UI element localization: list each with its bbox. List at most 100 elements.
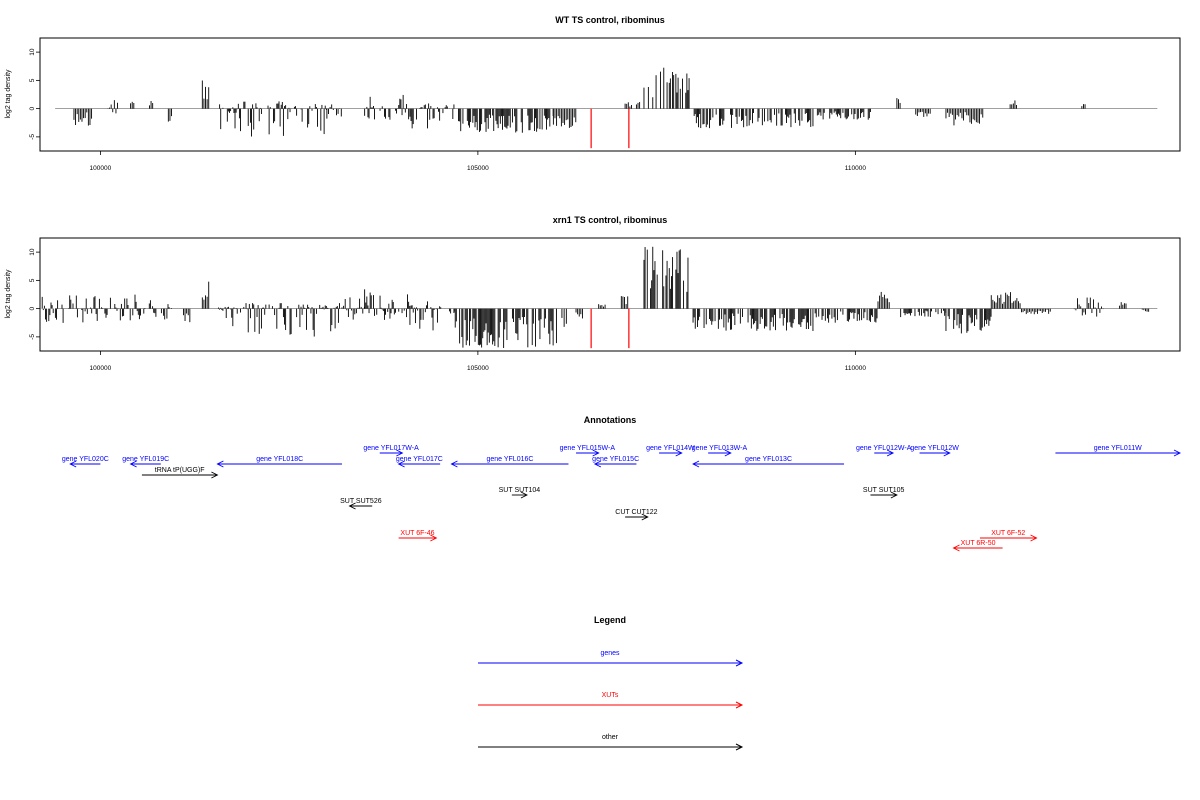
annotation-features: gene YFL020C gene YFL019C tRNA tP(UGG)F gen…	[62, 445, 1182, 552]
annotations-panel: Annotations gene YFL020C gene YFL019C tRNA…	[62, 415, 1182, 552]
feature-label: gene YFL014W	[646, 445, 695, 452]
feature-label: gene YFL019C	[122, 456, 169, 463]
feature-label: SUT SUT105	[863, 487, 905, 494]
feature-label: gene YFL012W	[910, 445, 959, 452]
annotation-feature: gene YFL017C	[396, 456, 443, 468]
wt-panel-title: WT TS control, ribominus	[555, 15, 665, 25]
legend-title: Legend	[594, 615, 626, 625]
feature-arrowhead	[692, 460, 700, 468]
y-tick-label: 0	[29, 106, 36, 110]
x-tick-label: 100000	[90, 165, 112, 172]
feature-label: gene YFL015W-A	[560, 445, 616, 452]
feature-label: SUT SUT526	[340, 498, 382, 505]
feature-arrowhead	[943, 449, 951, 457]
legend-entry: XUTs	[478, 692, 744, 709]
feature-arrowhead	[348, 502, 356, 510]
annotation-feature: SUT SUT104	[499, 487, 541, 499]
y-tick-label: 5	[29, 78, 36, 82]
xrn1-panel-title: xrn1 TS control, ribominus	[553, 215, 668, 225]
annotation-feature: gene YFL012W	[910, 445, 959, 457]
y-tick-label: 0	[29, 306, 36, 310]
y-tick-label: 10	[29, 248, 36, 256]
feature-label: CUT CUT122	[615, 509, 657, 516]
wt-panel: WT TS control, ribominus log2 tag densit…	[5, 15, 1181, 172]
annotation-feature: tRNA tP(UGG)F	[141, 467, 219, 479]
annotation-feature: SUT SUT105	[863, 487, 905, 499]
legend-label: other	[602, 734, 619, 741]
feature-label: gene YFL013W-A	[692, 445, 748, 452]
legend-label: genes	[600, 650, 620, 657]
y-tick-label: 10	[29, 48, 36, 56]
xrn1-panel: xrn1 TS control, ribominus log2 tag dens…	[5, 215, 1181, 372]
feature-arrowhead	[675, 449, 683, 457]
annotation-feature: gene YFL011W	[1055, 445, 1182, 457]
x-tick-label: 105000	[467, 165, 489, 172]
xrn1-plot-area: -5 0 5 10 100000 105000 110000	[29, 246, 1158, 372]
feature-label: gene YFL012W-A	[856, 445, 912, 452]
feature-label: gene YFL020C	[62, 456, 109, 463]
feature-arrowhead	[1173, 449, 1182, 457]
feature-label: gene YFL017C	[396, 456, 443, 463]
annotations-title: Annotations	[584, 415, 637, 425]
feature-label: gene YFL016C	[486, 456, 533, 463]
wt-plot-area: -5 0 5 10 100000 105000 110000	[29, 48, 1158, 172]
feature-arrowhead	[890, 491, 898, 499]
feature-arrowhead	[216, 460, 224, 468]
y-tick-label: 5	[29, 278, 36, 282]
annotation-feature: SUT SUT526	[340, 498, 382, 510]
legend-arrowhead	[735, 659, 744, 667]
feature-arrowhead	[592, 449, 600, 457]
annotation-feature: gene YFL019C	[122, 456, 169, 468]
annotation-feature: gene YFL020C	[62, 456, 109, 468]
feature-arrowhead	[952, 544, 960, 552]
annotation-feature: gene YFL014W	[646, 445, 695, 457]
feature-label: gene YFL017W-A	[363, 445, 419, 452]
feature-label: gene YFL018C	[256, 456, 303, 463]
wt-panel-frame	[39, 37, 1181, 152]
feature-arrowhead	[593, 460, 602, 468]
annotation-feature: gene YFL013W-A	[692, 445, 748, 457]
feature-label: XUT 6F-52	[991, 530, 1025, 537]
feature-arrowhead	[724, 449, 732, 457]
y-tick-label: -5	[29, 134, 36, 140]
legend-panel: Legend genes XUTs other	[478, 615, 744, 751]
x-tick-label: 110000	[845, 165, 867, 172]
annotation-feature: gene YFL017W-A	[363, 445, 419, 457]
legend-entries: genes XUTs other	[478, 650, 744, 751]
feature-label: tRNA tP(UGG)F	[155, 467, 205, 474]
feature-label: gene YFL015C	[592, 456, 639, 463]
annotation-feature: gene YFL013C	[692, 456, 845, 468]
feature-label: gene YFL013C	[745, 456, 792, 463]
xrn1-y-axis-label: log2 tag density	[5, 269, 12, 319]
annotation-feature: gene YFL018C	[216, 456, 342, 468]
x-tick-label: 105000	[467, 365, 489, 372]
feature-arrowhead	[641, 513, 649, 521]
x-tick-label: 100000	[90, 365, 112, 372]
feature-label: SUT SUT104	[499, 487, 541, 494]
legend-arrowhead	[735, 701, 744, 709]
feature-arrowhead	[1030, 534, 1038, 542]
wt-y-axis-label: log2 tag density	[5, 69, 12, 119]
annotation-feature: gene YFL016C	[450, 456, 569, 468]
feature-arrowhead	[886, 449, 895, 457]
xrn1-panel-frame	[39, 237, 1181, 352]
legend-arrowhead	[735, 743, 744, 751]
feature-label: XUT 6F-46	[400, 530, 434, 537]
annotation-feature: XUT 6F-52	[979, 530, 1038, 542]
legend-entry: other	[478, 734, 744, 751]
annotation-feature: gene YFL015C	[592, 456, 639, 468]
feature-arrowhead	[211, 471, 219, 479]
feature-arrowhead	[69, 460, 77, 468]
annotation-feature: XUT 6R-50	[952, 540, 1003, 552]
feature-arrowhead	[129, 460, 137, 468]
feature-arrowhead	[430, 534, 438, 542]
annotation-feature: gene YFL015W-A	[560, 445, 616, 457]
legend-entry: genes	[478, 650, 744, 667]
feature-label: XUT 6R-50	[961, 540, 996, 547]
annotation-feature: gene YFL012W-A	[856, 445, 912, 457]
feature-arrowhead	[520, 491, 528, 499]
annotation-feature: CUT CUT122	[615, 509, 658, 521]
legend-label: XUTs	[602, 692, 619, 699]
x-tick-label: 110000	[845, 365, 867, 372]
